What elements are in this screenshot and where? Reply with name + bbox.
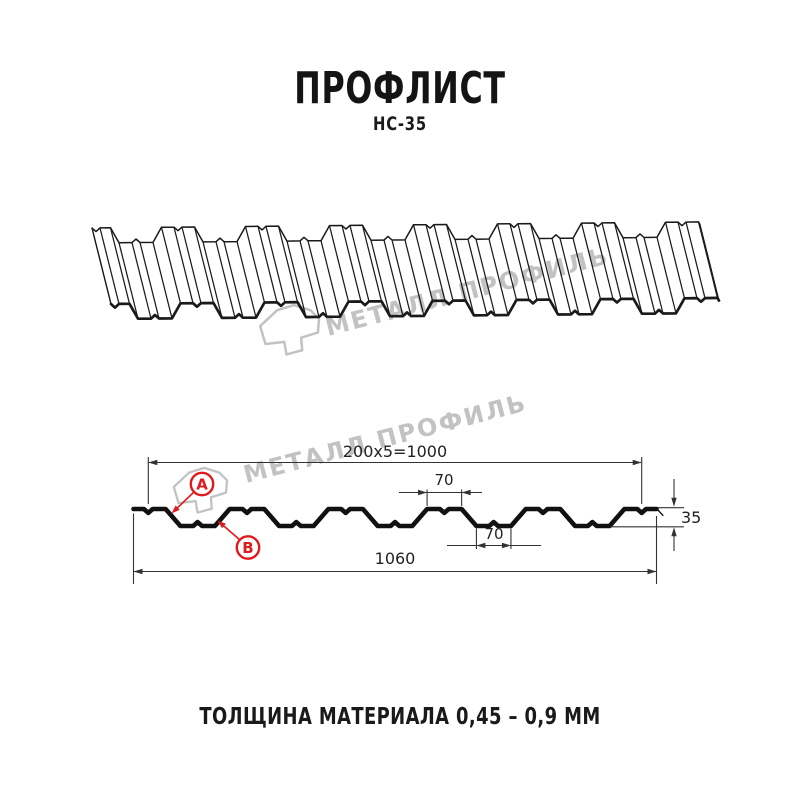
watermark-layer: МЕТАЛЛ ПРОФИЛЬ МЕТАЛЛ ПРОФИЛЬ	[172, 242, 612, 514]
watermark-text-1: МЕТАЛЛ ПРОФИЛЬ	[322, 242, 611, 342]
thickness-note: ТОЛЩИНА МАТЕРИАЛА 0,45 – 0,9 ММ	[199, 704, 601, 730]
watermark-text-2: МЕТАЛЛ ПРОФИЛЬ	[240, 389, 529, 489]
brand-logo-icon	[258, 303, 321, 356]
page-title: ПРОФЛИСТ	[294, 63, 506, 114]
dim-height: 35	[681, 508, 701, 527]
sheet-3d-drawing	[91, 221, 721, 321]
dim-crest-width: 70	[434, 471, 453, 489]
side-a-label: A	[196, 476, 208, 494]
side-b-label: B	[242, 539, 253, 557]
profile-model: НС-35	[373, 113, 427, 135]
side-b-callout-circle	[235, 535, 261, 560]
dim-valley-width: 70	[484, 525, 503, 543]
brand-logo-icon	[172, 466, 229, 514]
dim-useful-width: 200x5=1000	[343, 442, 447, 461]
cross-section-diagram	[131, 457, 684, 584]
dim-overall-width: 1060	[375, 549, 416, 568]
callout-layer: A B	[171, 471, 261, 560]
side-a-callout-circle	[189, 471, 215, 497]
